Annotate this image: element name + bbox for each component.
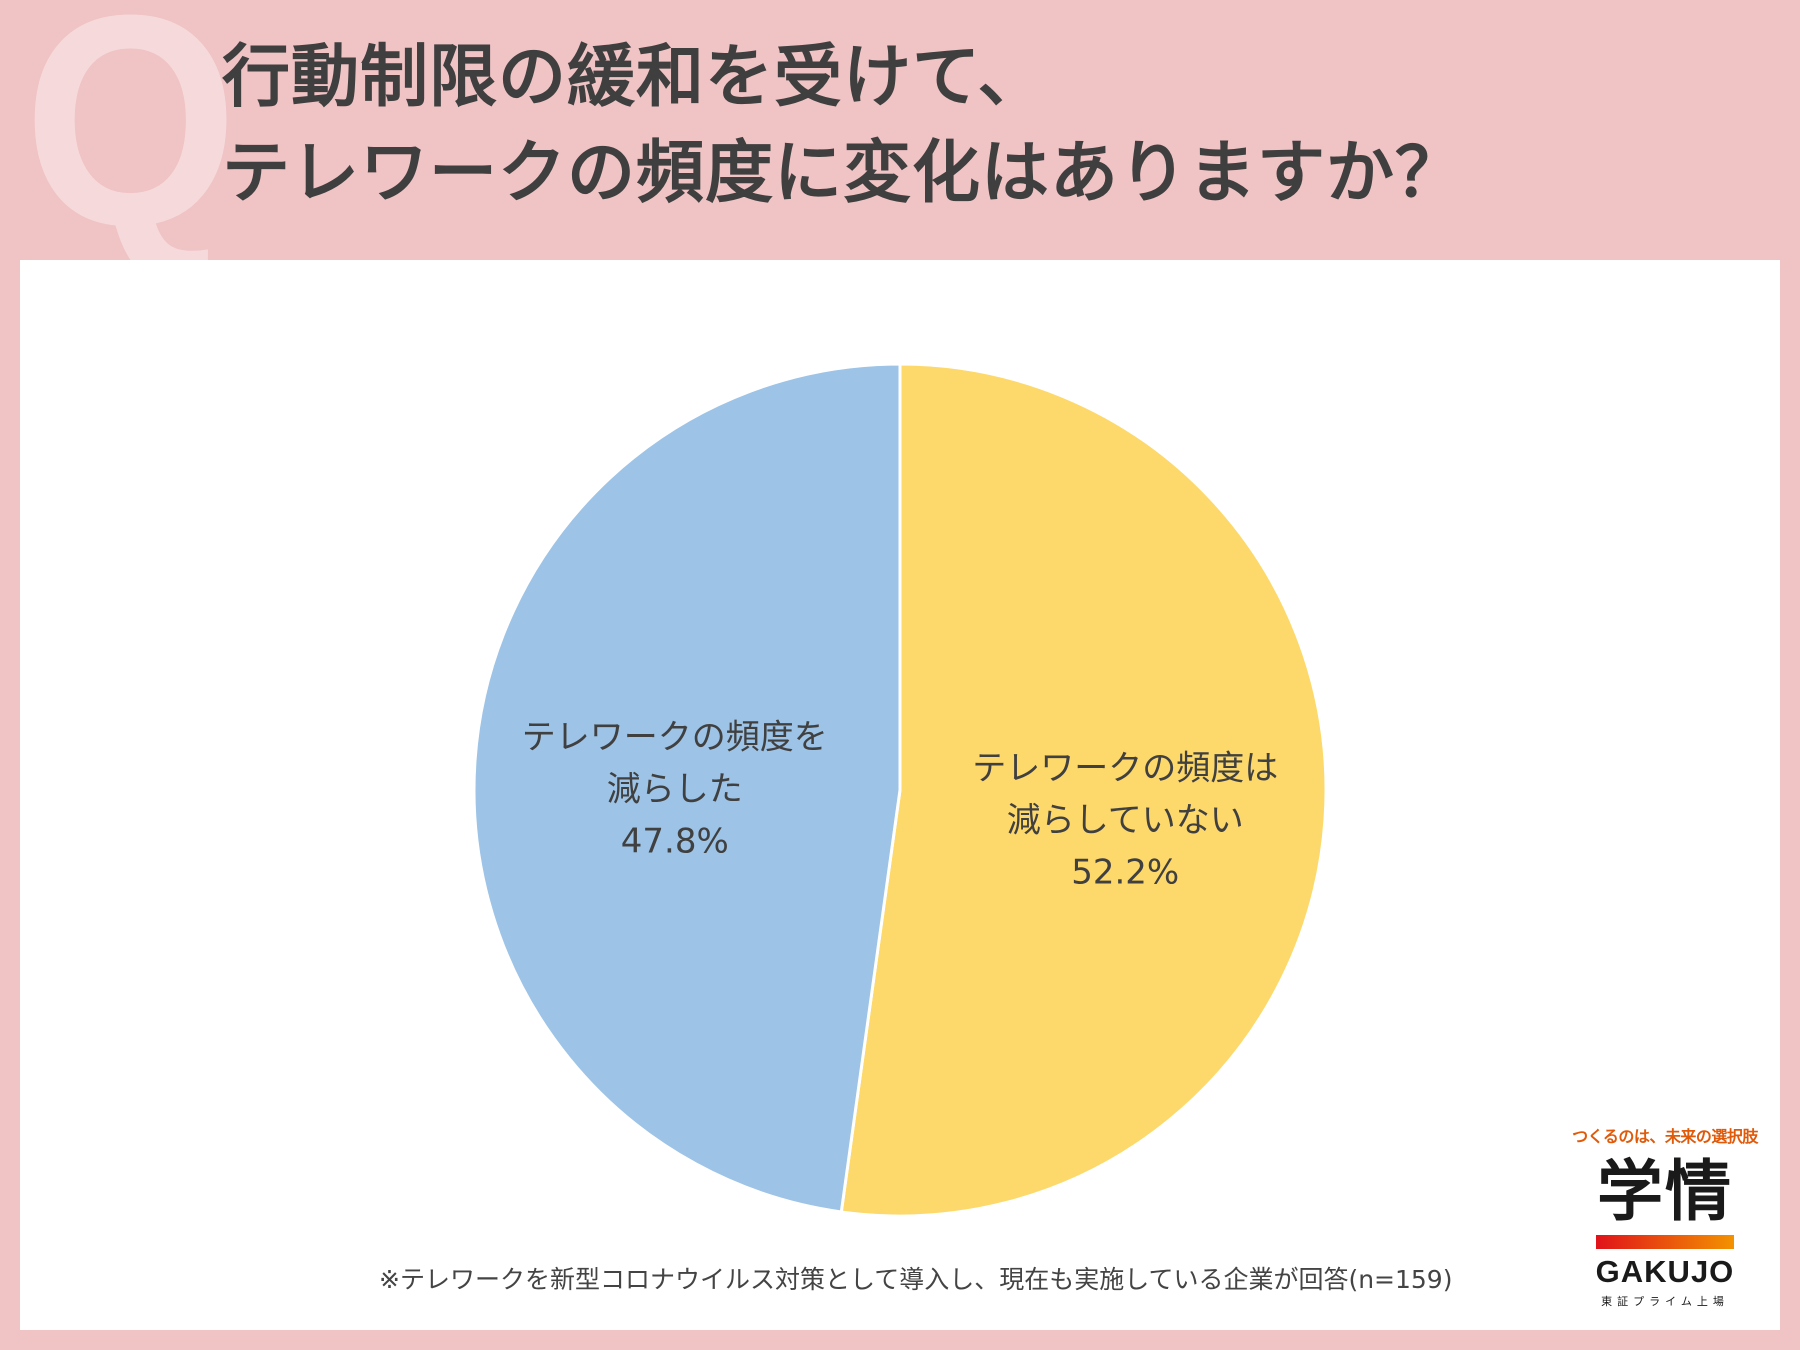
logo-gradient-bar bbox=[1596, 1235, 1734, 1249]
slice-label-0-line-2: 減らしていない bbox=[1007, 801, 1244, 841]
logo-kanji: 学情 bbox=[1597, 1153, 1733, 1230]
slice-label-0-line-1: テレワークの頻度は bbox=[972, 749, 1278, 789]
slice-value-label-1: 47.8% bbox=[621, 821, 729, 861]
logo-brand: GAKUJO bbox=[1595, 1254, 1735, 1289]
slice-label-1-line-1: テレワークの頻度を bbox=[522, 717, 828, 757]
footnote: ※テレワークを新型コロナウイルス対策として導入し、現在も実施している企業が回答(… bbox=[379, 1265, 1453, 1294]
q-watermark: Q bbox=[23, 0, 239, 288]
chart-panel: テレワークの頻度は 減らしていない 52.2% テレワークの頻度を 減らした 47.8% bbox=[20, 260, 1780, 1330]
title-line-1: 行動制限の緩和を受けて、 bbox=[222, 38, 1047, 117]
slice-value-label-0: 52.2% bbox=[1071, 853, 1179, 893]
title-line-2: テレワークの頻度に変化はありますか？ bbox=[222, 134, 1465, 213]
logo-tagline: つくるのは、未来の選択肢 bbox=[1572, 1127, 1758, 1146]
pie-slice-1 bbox=[472, 362, 902, 1214]
pie-slice-0 bbox=[839, 362, 1328, 1218]
gakujo-logo: つくるのは、未来の選択肢 学情 GAKUJO 東証プライム上場 bbox=[1560, 1123, 1770, 1309]
logo-subtext: 東証プライム上場 bbox=[1601, 1295, 1729, 1308]
slice-label-1-line-2: 減らした bbox=[607, 769, 743, 809]
question-title: 行動制限の緩和を受けて、 テレワークの頻度に変化はありますか？ bbox=[222, 30, 1464, 222]
